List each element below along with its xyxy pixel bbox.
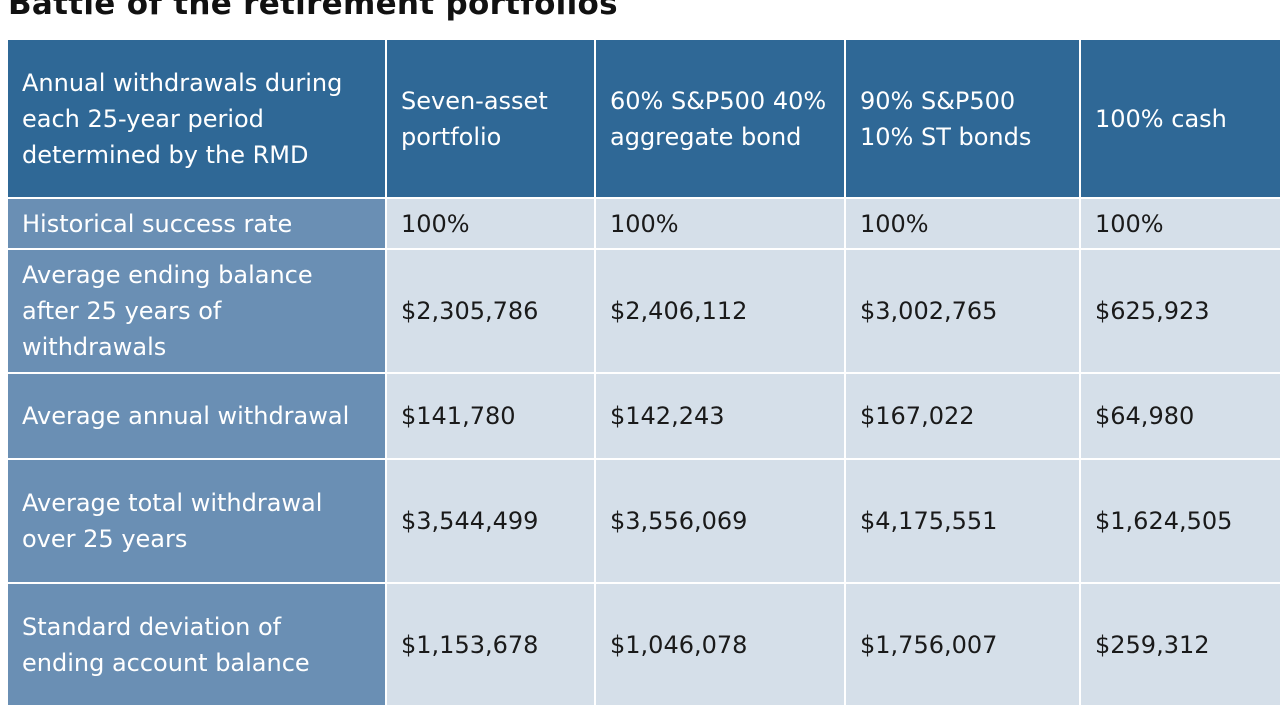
table-cell: 100% — [846, 199, 1079, 248]
row-label: Historical success rate — [8, 199, 385, 248]
table-cell: $64,980 — [1081, 374, 1280, 458]
table-cell: $3,002,765 — [846, 250, 1079, 372]
table-cell: $3,544,499 — [387, 460, 594, 582]
row-label: Average ending balance after 25 years of… — [8, 250, 385, 372]
table-cell: $259,312 — [1081, 584, 1280, 705]
table-row: Standard deviation of ending account bal… — [8, 584, 1280, 705]
table-cell: 100% — [596, 199, 844, 248]
header-cell: Annual withdrawals during each 25-year p… — [8, 40, 385, 197]
table-row: Average annual withdrawal $141,780 $142,… — [8, 374, 1280, 458]
row-label: Average annual withdrawal — [8, 374, 385, 458]
table-row: Average ending balance after 25 years of… — [8, 250, 1280, 372]
table-cell: 100% — [1081, 199, 1280, 248]
table-cell: $142,243 — [596, 374, 844, 458]
table-row: Historical success rate 100% 100% 100% 1… — [8, 199, 1280, 248]
table-cell: $4,175,551 — [846, 460, 1079, 582]
table-cell: $1,756,007 — [846, 584, 1079, 705]
table-cell: $2,305,786 — [387, 250, 594, 372]
table-row: Average total withdrawal over 25 years $… — [8, 460, 1280, 582]
table-cell: 100% — [387, 199, 594, 248]
table-cell: $3,556,069 — [596, 460, 844, 582]
page-title: Battle of the retirement portfolios — [8, 0, 618, 22]
row-label: Standard deviation of ending account bal… — [8, 584, 385, 705]
header-cell: 60% S&P500 40% aggregate bond — [596, 40, 844, 197]
header-cell: 90% S&P500 10% ST bonds — [846, 40, 1079, 197]
table-cell: $1,624,505 — [1081, 460, 1280, 582]
table-cell: $625,923 — [1081, 250, 1280, 372]
portfolio-comparison-table: Annual withdrawals during each 25-year p… — [6, 38, 1280, 707]
row-label: Average total withdrawal over 25 years — [8, 460, 385, 582]
header-cell: 100% cash — [1081, 40, 1280, 197]
table-cell: $2,406,112 — [596, 250, 844, 372]
table-cell: $167,022 — [846, 374, 1079, 458]
table-cell: $1,046,078 — [596, 584, 844, 705]
table-cell: $1,153,678 — [387, 584, 594, 705]
table-cell: $141,780 — [387, 374, 594, 458]
header-cell: Seven-asset portfolio — [387, 40, 594, 197]
table-header-row: Annual withdrawals during each 25-year p… — [8, 40, 1280, 197]
